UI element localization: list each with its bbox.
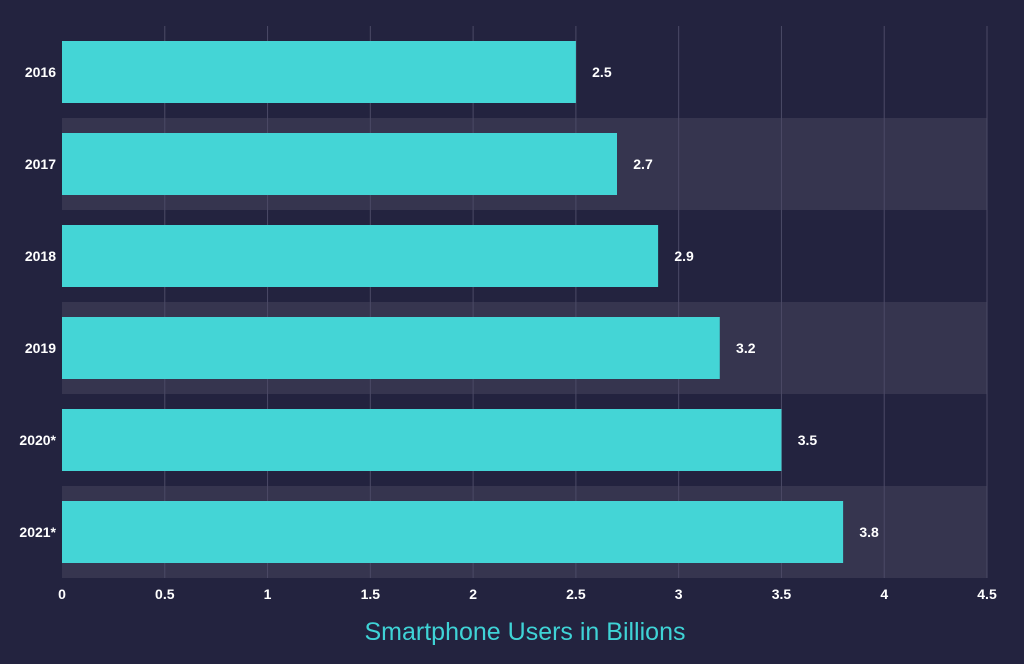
bar-value-label: 2.9 [674, 248, 694, 264]
bar-value-label: 3.2 [736, 340, 756, 356]
bar-chart: 0 0.5 1 1.5 2 2.5 3 3.5 4 4.5 2016 2.5 2017 2.7 2018 2.… [19, 26, 997, 602]
bar [62, 41, 576, 103]
x-tick-label: 3.5 [772, 586, 792, 602]
x-tick-label: 1 [264, 586, 272, 602]
y-category-label: 2019 [25, 340, 56, 356]
x-tick-label: 4 [880, 586, 888, 602]
bar [62, 409, 782, 471]
x-tick-label: 2.5 [566, 586, 586, 602]
bar [62, 317, 720, 379]
x-axis-title: Smartphone Users in Billions [364, 618, 686, 646]
bar-value-label: 2.7 [633, 156, 653, 172]
y-category-label: 2017 [25, 156, 56, 172]
x-tick-label: 0 [58, 586, 66, 602]
y-category-label: 2021* [19, 524, 56, 540]
x-tick-label: 1.5 [361, 586, 381, 602]
y-category-label: 2016 [25, 64, 56, 80]
bar [62, 133, 617, 195]
x-tick-label: 3 [675, 586, 683, 602]
bar-value-label: 2.5 [592, 64, 612, 80]
bar-value-label: 3.8 [859, 524, 879, 540]
x-tick-label: 4.5 [977, 586, 997, 602]
bar [62, 501, 844, 563]
x-tick-label: 0.5 [155, 586, 175, 602]
y-category-label: 2018 [25, 248, 56, 264]
y-category-label: 2020* [19, 432, 56, 448]
bar-value-label: 3.5 [798, 432, 818, 448]
bar [62, 225, 659, 287]
x-tick-label: 2 [469, 586, 477, 602]
